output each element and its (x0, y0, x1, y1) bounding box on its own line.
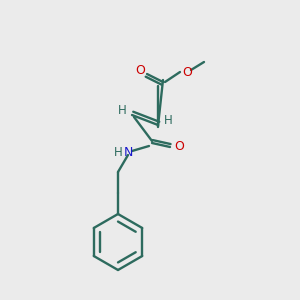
Text: H: H (118, 103, 126, 116)
Text: O: O (174, 140, 184, 154)
Text: H: H (164, 113, 172, 127)
Text: H: H (114, 146, 122, 160)
Text: N: N (123, 146, 133, 160)
Text: O: O (182, 65, 192, 79)
Text: O: O (135, 64, 145, 76)
